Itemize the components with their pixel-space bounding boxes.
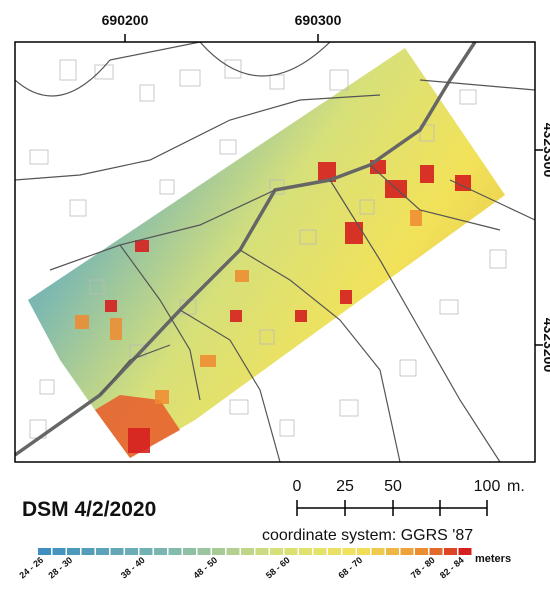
- scale-label: 25: [336, 478, 354, 495]
- legend-unit: meters: [475, 553, 511, 565]
- map-area: [15, 42, 535, 462]
- legend-swatch: [285, 548, 298, 555]
- legend-swatch: [270, 548, 283, 555]
- legend-swatch: [125, 548, 138, 555]
- legend-swatch: [299, 548, 312, 555]
- legend-swatch: [343, 548, 356, 555]
- legend-swatch: [183, 548, 196, 555]
- legend-label: 38 - 40: [119, 555, 147, 581]
- scale-label: 50: [384, 478, 402, 495]
- legend-swatch: [314, 548, 327, 555]
- legend-swatch: [357, 548, 370, 555]
- legend-swatch: [67, 548, 80, 555]
- legend-swatch: [53, 548, 66, 555]
- legend-swatch: [401, 548, 414, 555]
- legend-swatch: [444, 548, 457, 555]
- x-coordinate-label: 690300: [295, 12, 342, 28]
- legend-swatch: [140, 548, 153, 555]
- legend-swatch: [372, 548, 385, 555]
- legend-colorbar: [38, 548, 472, 555]
- legend-label: 82 - 84: [438, 555, 466, 581]
- legend-label: 68 - 70: [336, 555, 364, 581]
- map-title: DSM 4/2/2020: [22, 498, 156, 521]
- legend-swatch: [430, 548, 443, 555]
- legend-swatch: [198, 548, 211, 555]
- legend-swatch: [227, 548, 240, 555]
- y-coordinate-label: 4323300: [541, 123, 550, 178]
- page: 690200 690300 4323300 4323200 DSM 4/2/20…: [0, 0, 550, 597]
- scale-label: 0: [293, 478, 302, 495]
- legend-label: 24 - 26: [17, 555, 45, 581]
- x-coordinate-label: 690200: [102, 12, 149, 28]
- legend-swatch: [328, 548, 341, 555]
- legend-swatch: [169, 548, 182, 555]
- legend-swatch: [415, 548, 428, 555]
- coordinate-system: coordinate system: GGRS '87: [262, 527, 473, 544]
- legend-swatch: [82, 548, 95, 555]
- legend-swatch: [459, 548, 472, 555]
- y-coordinate-label: 4323200: [541, 318, 550, 373]
- scale-bar: [297, 500, 487, 516]
- legend-label: 58 - 60: [264, 555, 292, 581]
- legend-swatch: [212, 548, 225, 555]
- legend-swatch: [256, 548, 269, 555]
- scale-label: 100: [474, 478, 501, 495]
- legend-label: 28 - 30: [46, 555, 74, 581]
- legend-swatch: [111, 548, 124, 555]
- legend-swatch: [241, 548, 254, 555]
- legend-label: 48 - 50: [191, 555, 219, 581]
- legend-swatch: [154, 548, 167, 555]
- legend-swatch: [386, 548, 399, 555]
- scale-unit: m.: [507, 478, 525, 495]
- legend-swatch: [96, 548, 109, 555]
- legend-label: 78 - 80: [409, 555, 437, 581]
- legend-swatch: [38, 548, 51, 555]
